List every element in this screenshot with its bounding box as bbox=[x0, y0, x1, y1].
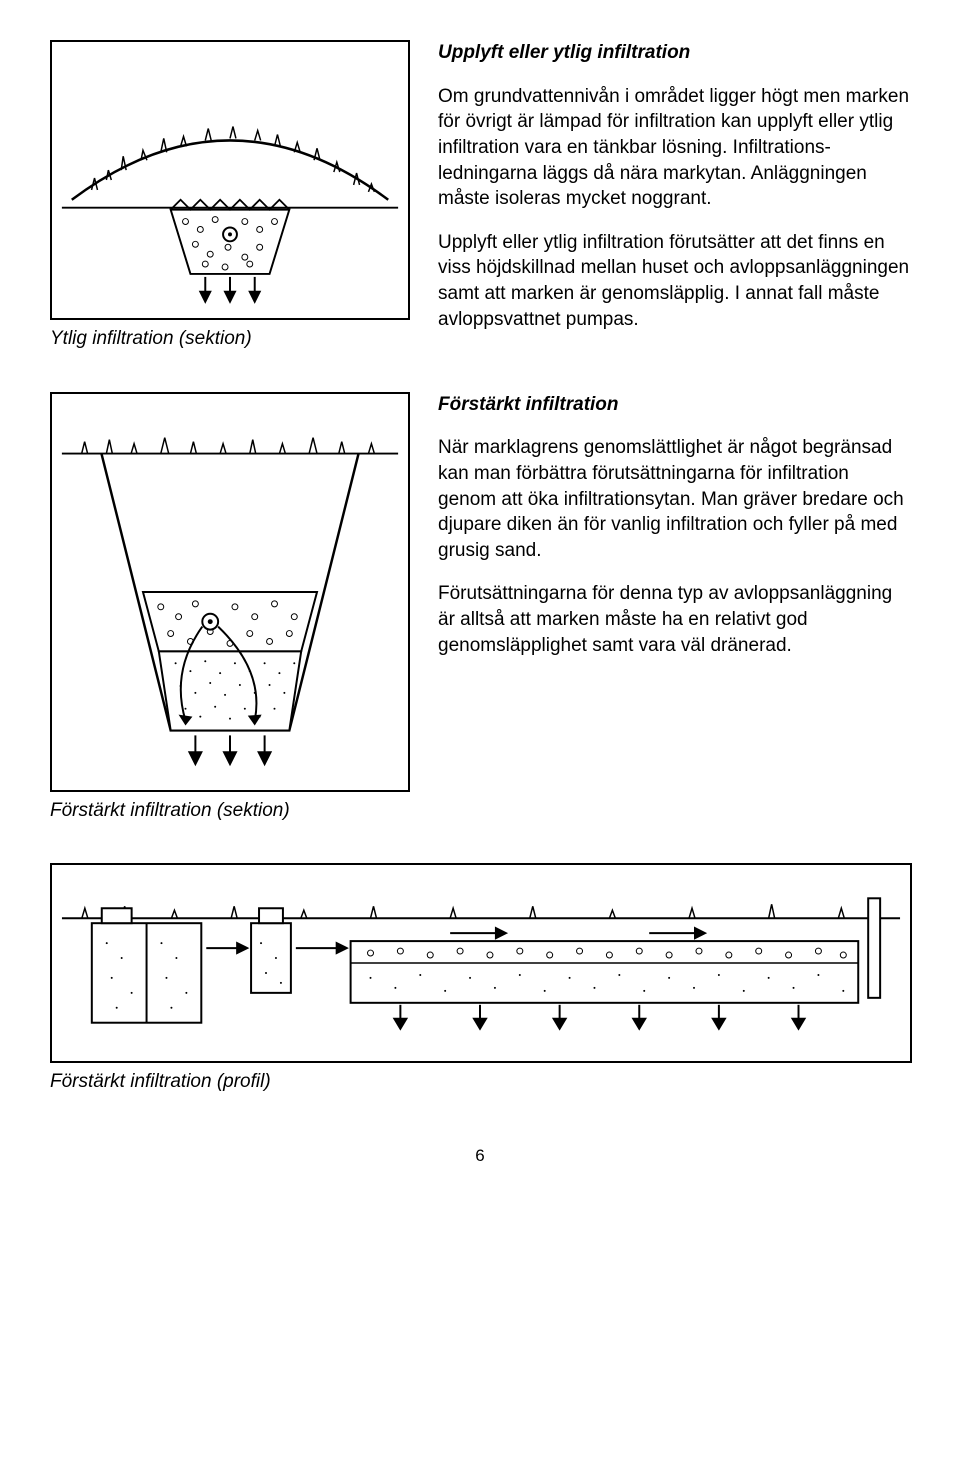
figure-ytlig-infiltration bbox=[50, 40, 410, 320]
figure-caption-1: Ytlig infiltration (sektion) bbox=[50, 326, 410, 352]
figure-caption-3: Förstärkt infiltration (profil) bbox=[50, 1069, 910, 1095]
paragraph-forstarkt-1: När marklagrens genomslättlighet är någo… bbox=[438, 435, 910, 563]
page-number: 6 bbox=[50, 1145, 910, 1168]
paragraph-forstarkt-2: Förutsättningarna för denna typ av avlop… bbox=[438, 581, 910, 658]
heading-forstarkt: Förstärkt infiltration bbox=[438, 392, 910, 418]
figure-caption-2: Förstärkt infiltration (sektion) bbox=[50, 798, 410, 824]
heading-upplyft: Upplyft eller ytlig infiltration bbox=[438, 40, 910, 66]
paragraph-upplyft-1: Om grundvattennivån i området ligger hög… bbox=[438, 84, 910, 212]
figure-forstarkt-infiltration bbox=[50, 392, 410, 792]
figure-forstarkt-profil bbox=[50, 863, 912, 1063]
paragraph-upplyft-2: Upplyft eller ytlig infiltration förutsä… bbox=[438, 230, 910, 333]
